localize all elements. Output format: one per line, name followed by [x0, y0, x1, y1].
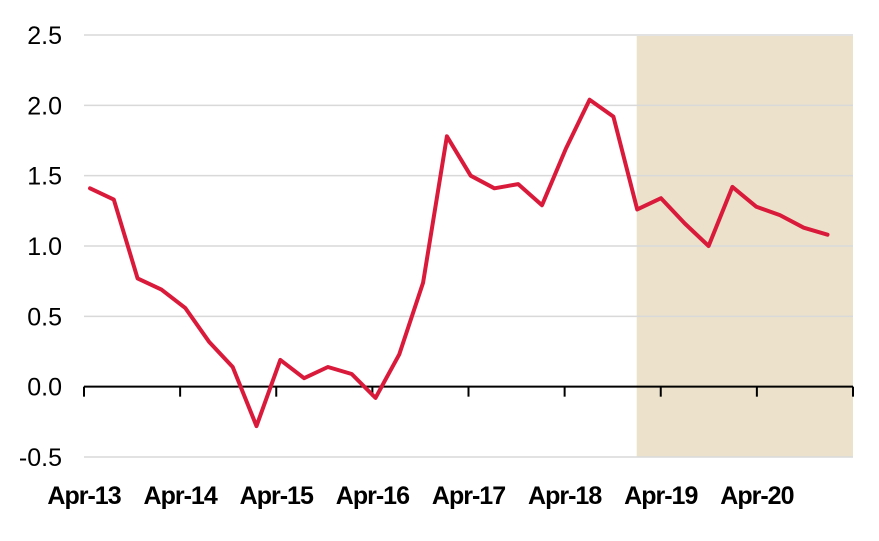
y-tick-label: 1.0: [27, 233, 62, 261]
y-tick-label: 0.5: [27, 303, 62, 331]
x-tick-label: Apr-18: [528, 482, 602, 510]
x-tick-label: Apr-16: [336, 482, 409, 510]
x-tick-label: Apr-20: [720, 482, 793, 510]
y-tick-label: 2.0: [27, 92, 62, 120]
x-tick-label: Apr-15: [240, 482, 314, 510]
x-axis-labels: Apr-13 Apr-14 Apr-15 Apr-16 Apr-17 Apr-18 Apr-…: [47, 482, 794, 510]
x-tick-label: Apr-14: [144, 482, 218, 510]
y-axis-labels: -0.5 0.0 0.5 1.0 1.5 2.0 2.5: [19, 22, 62, 472]
y-tick-label: 2.5: [27, 22, 62, 50]
y-tick-label: -0.5: [19, 444, 62, 472]
series-line: [88, 97, 830, 429]
y-tick-label: 0.0: [27, 374, 62, 402]
x-tick-label: Apr-19: [624, 482, 697, 510]
y-tick-label: 1.5: [27, 163, 62, 191]
x-tick-label: Apr-17: [432, 482, 505, 510]
x-tick-label: Apr-13: [47, 482, 120, 510]
